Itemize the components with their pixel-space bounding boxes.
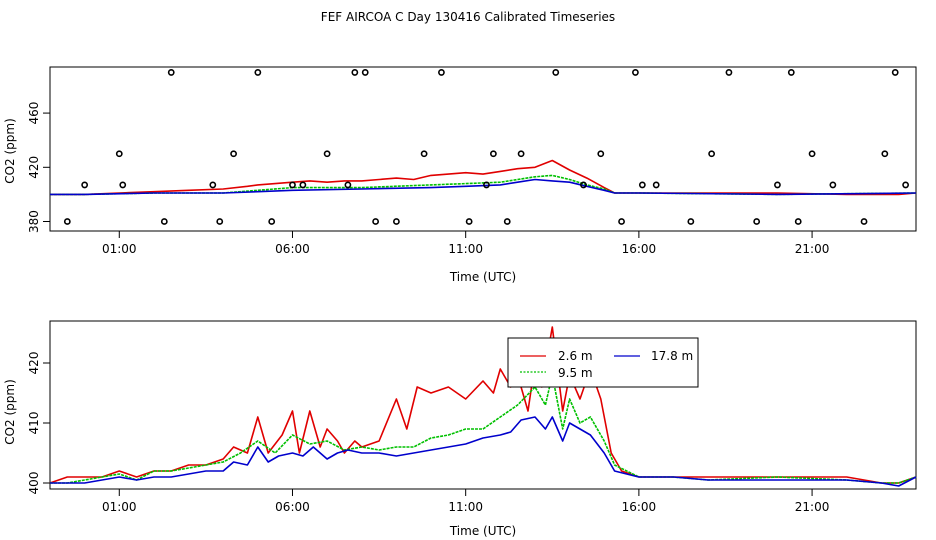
top-x-tick-label: 21:00 [795, 242, 830, 256]
top-y-axis-label: CO2 (ppm) [3, 118, 17, 184]
top-x-axis-label: Time (UTC) [449, 270, 516, 284]
top-data-point [63, 218, 71, 225]
top-data-point [351, 69, 359, 76]
legend-label-9-5m: 9.5 m [558, 366, 593, 380]
bottom-panel: 01:00 06:00 11:00 16:00 21:00 400 410 420 Time… [3, 320, 917, 538]
top-data-point [268, 218, 276, 225]
legend-label-2-6m: 2.6 m [558, 349, 593, 363]
top-panel: 01:00 06:00 11:00 16:00 21:00 380 420 460 Time… [3, 66, 917, 284]
top-data-point [289, 181, 296, 189]
top-y-tick-label: 380 [27, 210, 41, 233]
top-x-tick-label: 11:00 [448, 242, 483, 256]
legend-box [507, 337, 699, 388]
top-data-point [115, 150, 123, 158]
top-data-point [708, 150, 716, 158]
top-data-point [438, 69, 445, 76]
top-data-point [753, 218, 761, 225]
bottom-y-axis-label: CO2 (ppm) [3, 379, 17, 445]
top-series-group [50, 159, 917, 196]
top-data-point [808, 150, 816, 158]
top-data-point [794, 218, 802, 225]
bottom-y-tick-label: 420 [27, 352, 41, 375]
top-data-point [580, 181, 587, 189]
top-data-point [881, 150, 889, 158]
top-data-point [891, 69, 899, 76]
top-data-point [230, 150, 237, 158]
chart-title: FEF AIRCOA C Day 130416 Calibrated Times… [321, 10, 615, 24]
top-data-point [489, 150, 497, 158]
bottom-y-tick-label: 410 [27, 412, 41, 435]
top-x-tick-label: 06:00 [275, 242, 310, 256]
top-data-point [323, 150, 331, 158]
top-data-point [344, 181, 352, 189]
top-data-point [119, 181, 127, 189]
top-data-point [638, 181, 646, 189]
bottom-series-line-9-5-m [50, 374, 917, 484]
bottom-y-axis: 400 410 420 [27, 352, 50, 495]
top-data-point [829, 181, 837, 189]
legend: 2.6 m 17.8 m 9.5 m [507, 337, 699, 388]
top-data-point [787, 69, 795, 76]
top-data-point [860, 218, 868, 225]
bottom-x-axis-label: Time (UTC) [449, 524, 516, 538]
top-data-point [167, 69, 175, 76]
top-data-point [81, 181, 89, 189]
top-data-point [517, 150, 525, 158]
bottom-series-group [49, 326, 917, 487]
top-data-point [503, 218, 511, 225]
top-series-line-2-6-m [50, 159, 917, 196]
top-data-point [552, 69, 560, 76]
top-data-point [299, 181, 307, 189]
top-data-point [420, 150, 428, 158]
bottom-series-line-17-8-m [50, 416, 917, 487]
top-data-point [392, 218, 400, 225]
bottom-y-tick-label: 400 [27, 472, 41, 495]
bottom-series-line-2-6-m [49, 326, 917, 484]
top-x-tick-label: 16:00 [622, 242, 657, 256]
top-points-group [63, 69, 910, 225]
top-data-point [774, 181, 781, 189]
top-x-tick-label: 01:00 [102, 242, 137, 256]
top-data-point [652, 181, 660, 189]
top-data-point [597, 150, 605, 158]
legend-label-17-8m: 17.8 m [651, 349, 693, 363]
top-data-point [209, 181, 217, 189]
top-y-tick-label: 460 [27, 102, 41, 125]
top-data-point [254, 69, 262, 76]
top-data-point [618, 218, 625, 225]
bottom-plot-frame [49, 320, 917, 490]
top-series-line-17-8-m [50, 178, 917, 196]
bottom-x-tick-label: 11:00 [448, 500, 483, 514]
bottom-x-tick-label: 16:00 [622, 500, 657, 514]
top-data-point [483, 181, 490, 189]
bottom-x-axis: 01:00 06:00 11:00 16:00 21:00 [102, 489, 829, 514]
top-data-point [361, 69, 369, 76]
top-data-point [902, 181, 910, 189]
top-data-point [160, 218, 168, 225]
bottom-x-tick-label: 01:00 [102, 500, 137, 514]
bottom-x-tick-label: 06:00 [275, 500, 310, 514]
top-data-point [465, 218, 473, 225]
top-data-point [216, 218, 224, 225]
top-x-axis: 01:00 06:00 11:00 16:00 21:00 [102, 231, 829, 256]
top-y-tick-label: 420 [27, 156, 41, 179]
top-data-point [372, 218, 380, 225]
top-data-point [725, 69, 733, 76]
top-plot-frame [49, 66, 917, 232]
bottom-x-tick-label: 21:00 [795, 500, 830, 514]
top-data-point [632, 69, 639, 76]
top-data-point [687, 218, 695, 225]
top-y-axis: 380 420 460 [27, 102, 50, 233]
